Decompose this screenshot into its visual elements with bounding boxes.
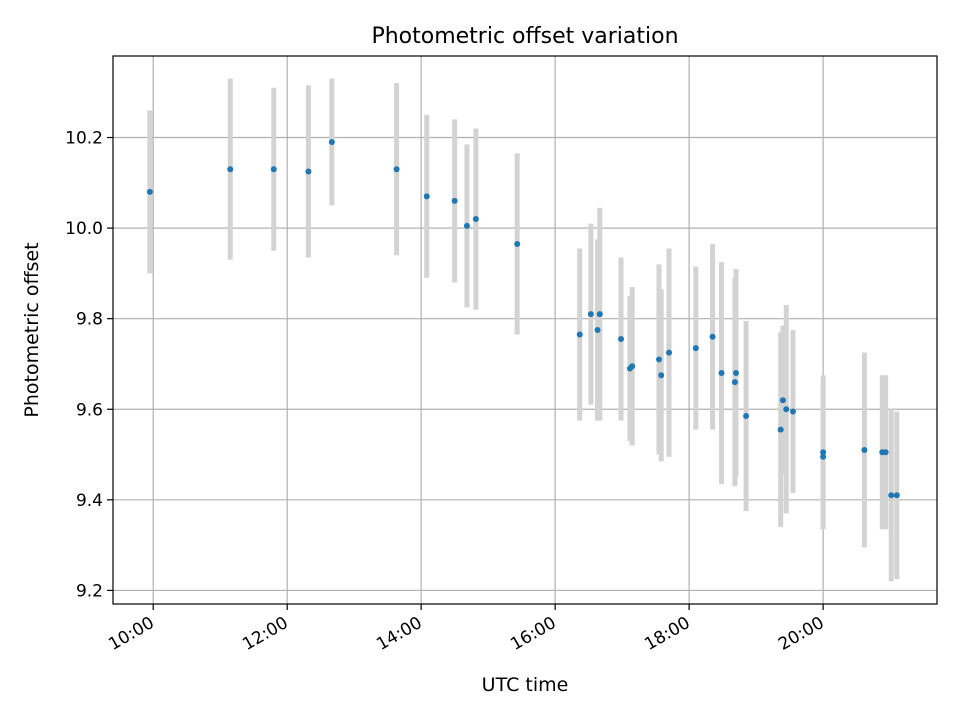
chart-title: Photometric offset variation — [371, 24, 678, 49]
data-point — [576, 331, 583, 338]
data-point — [733, 370, 740, 377]
data-point — [658, 372, 665, 379]
data-point — [777, 426, 784, 433]
data-point — [393, 166, 400, 173]
data-point — [514, 240, 521, 247]
y-axis-label: Photometric offset — [21, 242, 43, 417]
data-point — [783, 406, 790, 413]
data-point — [820, 449, 827, 456]
y-tick-label: 9.2 — [76, 581, 103, 601]
plot-area-frame — [112, 55, 938, 605]
x-axis-label: UTC time — [482, 674, 569, 696]
y-tick-label: 10.2 — [65, 129, 103, 149]
data-point — [692, 345, 699, 352]
data-point — [743, 413, 750, 420]
grid — [113, 56, 937, 604]
data-point — [731, 379, 738, 386]
data-point — [789, 408, 796, 415]
data-point — [146, 188, 153, 195]
data-point — [305, 168, 312, 175]
data-point — [463, 222, 470, 229]
data-point — [472, 216, 479, 223]
data-point — [882, 449, 889, 456]
data-point — [451, 197, 458, 204]
data-point — [423, 193, 430, 200]
data-point — [779, 397, 786, 404]
data-point — [596, 311, 603, 318]
data-point — [893, 492, 900, 499]
data-point — [655, 356, 662, 363]
data-point — [328, 139, 335, 146]
y-axis: 9.2 9.4 9.6 9.8 10.0 10.2 — [65, 129, 113, 601]
data-points — [146, 139, 900, 499]
data-point — [666, 349, 673, 356]
data-point — [270, 166, 277, 173]
data-point — [227, 166, 234, 173]
y-tick-label: 10.0 — [65, 219, 103, 239]
data-point — [594, 327, 601, 333]
y-tick-label: 9.8 — [76, 310, 103, 330]
data-point — [709, 333, 716, 340]
data-point — [618, 336, 625, 343]
y-tick-label: 9.4 — [76, 491, 103, 511]
data-point — [861, 447, 868, 454]
data-point — [587, 311, 594, 318]
y-tick-label: 9.6 — [76, 400, 103, 420]
data-point — [888, 492, 895, 499]
data-point — [629, 363, 636, 370]
data-point — [718, 370, 725, 377]
data-point — [820, 453, 827, 460]
